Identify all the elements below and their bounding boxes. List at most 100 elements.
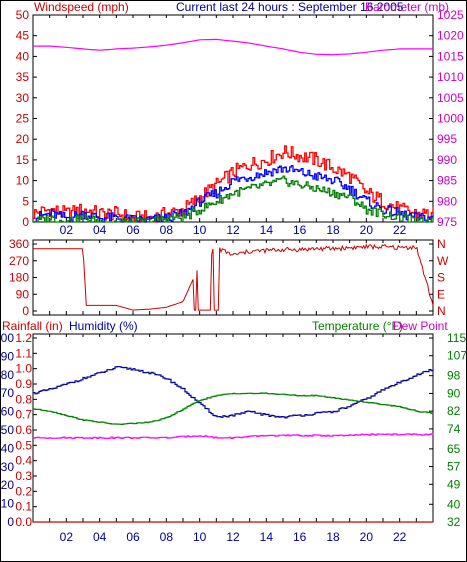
- humidity-tick-label: 40: [1, 441, 15, 455]
- x-tick-label: 14: [260, 530, 274, 544]
- x-tick-label: 02: [60, 223, 74, 237]
- barometer-tick-label: 1000: [437, 112, 464, 126]
- direction-tick-label: 270: [9, 254, 29, 268]
- windspeed-tick-label: 10: [16, 174, 30, 188]
- windspeed-tick-label: 40: [16, 49, 30, 63]
- x-tick-label: 06: [126, 223, 140, 237]
- wind-direction-panel: [32, 239, 434, 316]
- barometer-tick-label: 1020: [437, 29, 464, 43]
- temperature-tick-label: 57: [447, 460, 461, 474]
- x-tick-label: 14: [260, 223, 274, 237]
- temperature-tick-label: 115: [447, 331, 466, 345]
- windspeed-tick-label: 0: [22, 215, 29, 229]
- x-tick-label: 12: [226, 223, 240, 237]
- windspeed-tick-label: 50: [16, 8, 30, 22]
- humidity-tick-label: 60: [1, 405, 15, 419]
- humidity-line: [33, 366, 434, 419]
- chart-title: Current last 24 hours : September 16 200…: [176, 0, 404, 14]
- barometer-tick-label: 990: [437, 153, 457, 167]
- compass-tick-label: N: [437, 304, 446, 318]
- x-tick-label: 04: [93, 223, 107, 237]
- direction-tick-label: 0: [22, 304, 29, 318]
- compass-tick-label: S: [437, 271, 445, 285]
- temperature-line: [33, 392, 434, 425]
- barometer-tick-label: 995: [437, 132, 457, 146]
- x-tick-label: 22: [393, 223, 407, 237]
- x-tick-label: 18: [326, 223, 340, 237]
- barometer-tick-label: 985: [437, 174, 457, 188]
- humidity-tick-label: 30: [1, 460, 15, 474]
- x-tick-label: 06: [126, 530, 140, 544]
- temperature-tick-label: 65: [447, 442, 461, 456]
- barometer-tick-label: 1005: [437, 91, 464, 105]
- compass-tick-label: W: [437, 254, 449, 268]
- direction-tick-label: 90: [16, 287, 30, 301]
- rainfall-tick-label: 0.5: [15, 438, 32, 452]
- wind-direction-line: [33, 243, 434, 311]
- rain-humidity-temp-plot: 0 10 20 30 40 50 60 70 80 90 100 0.00.1 0.20.30.4 0.5…: [0, 331, 467, 544]
- rainfall-tick-label: 0.2: [15, 484, 32, 498]
- wind-barometer-panel: [32, 14, 434, 223]
- rainfall-tick-label: 0.9: [15, 377, 32, 391]
- temperature-tick-label: 32: [447, 515, 461, 529]
- temperature-tick-label: 90: [447, 386, 461, 400]
- humidity-tick-label: 100: [0, 331, 14, 345]
- humidity-tick-label: 50: [1, 423, 15, 437]
- x-tick-label: 18: [326, 530, 340, 544]
- temperature-tick-label: 107: [447, 349, 467, 363]
- dewpoint-legend: Dew Point: [393, 319, 448, 333]
- rainfall-tick-label: 0.6: [15, 423, 32, 437]
- x-tick-label: 20: [360, 223, 374, 237]
- rainfall-tick-label: 1.0: [15, 362, 32, 376]
- x-tick-label: 08: [160, 223, 174, 237]
- rainfall-legend: Rainfall (in): [2, 319, 63, 333]
- compass-tick-label: N: [437, 237, 446, 251]
- wind-barometer-plot: 0510152025303540455097598098599099510001…: [16, 8, 464, 237]
- barometer-tick-label: 1010: [437, 70, 464, 84]
- wind-gust-line: [33, 145, 434, 223]
- temperature-tick-label: 49: [447, 477, 461, 491]
- humidity-tick-label: 80: [1, 368, 15, 382]
- x-tick-label: 16: [293, 223, 307, 237]
- windspeed-tick-label: 15: [16, 153, 30, 167]
- barometer-line: [33, 38, 433, 56]
- wind-average-line: [33, 165, 434, 223]
- barometer-tick-label: 975: [437, 215, 457, 229]
- windspeed-tick-label: 35: [16, 70, 30, 84]
- x-tick-label: 04: [93, 530, 107, 544]
- direction-tick-label: 360: [9, 237, 29, 251]
- x-tick-label: 10: [193, 530, 207, 544]
- windspeed-tick-label: 45: [16, 29, 30, 43]
- humidity-tick-label: 0: [7, 515, 14, 529]
- barometer-tick-label: 980: [437, 194, 457, 208]
- x-tick-label: 02: [60, 530, 74, 544]
- windspeed-tick-label: 20: [16, 132, 30, 146]
- windspeed-tick-label: 30: [16, 91, 30, 105]
- windspeed-tick-label: 25: [16, 112, 30, 126]
- temperature-legend: Temperature (°F): [312, 319, 403, 333]
- temperature-tick-label: 98: [447, 369, 461, 383]
- x-tick-label: 22: [393, 530, 407, 544]
- temperature-tick-label: 40: [447, 497, 461, 511]
- x-tick-label: 16: [293, 530, 307, 544]
- rainfall-tick-label: 1.1: [15, 346, 32, 360]
- wind-direction-plot: 0 N 90 E 180 S 270 W 360 N: [9, 237, 449, 318]
- barometer-tick-label: 1015: [437, 49, 464, 63]
- temperature-tick-label: 74: [447, 422, 461, 436]
- rainfall-tick-label: 0.4: [15, 454, 32, 468]
- wind-low-line: [33, 175, 434, 223]
- x-tick-label: 08: [160, 530, 174, 544]
- x-tick-label: 20: [360, 530, 374, 544]
- rainfall-tick-label: 0.7: [15, 408, 32, 422]
- dewpoint-line: [33, 433, 434, 439]
- temperature-tick-label: 82: [447, 404, 461, 418]
- humidity-tick-label: 70: [1, 386, 15, 400]
- windspeed-axis-label: Windspeed (mph): [34, 0, 129, 14]
- rainfall-tick-label: 0.8: [15, 392, 32, 406]
- humidity-tick-label: 90: [1, 349, 15, 363]
- barometer-tick-label: 1025: [437, 8, 464, 22]
- barometer-axis-label: Barometer (mb): [365, 0, 449, 14]
- rainfall-tick-label: 0.3: [15, 469, 32, 483]
- humidity-tick-label: 10: [1, 497, 15, 511]
